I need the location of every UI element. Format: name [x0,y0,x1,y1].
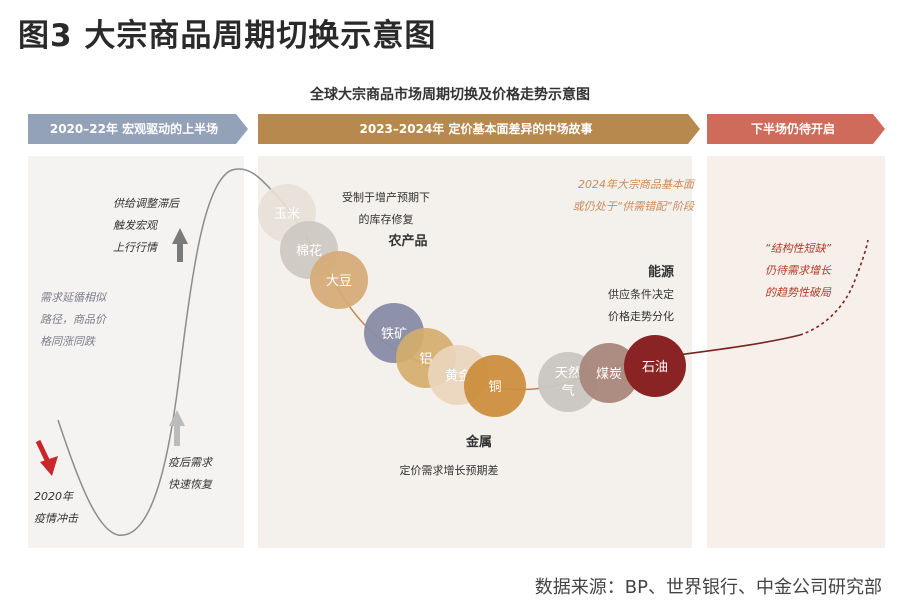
up-arrow-light-icon [169,410,185,446]
cycle-curve-macro [57,168,277,536]
source-note: 数据来源：BP、世界银行、中金公司研究部 [534,577,882,598]
phase-panel-right [707,156,885,548]
figure-title: 全球大宗商品市场周期切换及价格走势示意图 [310,87,590,103]
commodity-coal: 煤炭 [579,343,639,403]
commodity-oil: 石油 [624,335,686,397]
commodity-soybean: 大豆 [310,251,368,309]
commodity-iron-ore-label: 铁矿 [381,327,407,342]
note-energy: 能源 供应条件决定 价格走势分化 [608,265,674,323]
commodity-soybean-label: 大豆 [326,274,352,289]
commodity-corn-label: 玉米 [274,207,300,222]
phase-arrow-3 [707,114,885,144]
note-supply: 供给调整滞后 触发宏观 上行行情 [113,197,179,254]
phase-arrow-1 [28,114,248,144]
note-recovery: 疫后需求 快速恢复 [168,456,212,491]
commodity-natural-gas-label-a: 天然 [555,365,581,381]
note-mismatch: 2024年大宗商品基本面 或仍处于“供需错配”阶段 [572,178,694,213]
commodity-coal-label: 煤炭 [596,367,622,382]
commodity-gold-label: 黄金 [445,368,471,384]
phase-label-2: 2023–2024年 定价基本面差异的中场故事 [359,122,593,136]
commodity-oil-label: 石油 [642,360,668,375]
commodity-aluminum-label: 铝 [419,352,432,367]
up-arrow-dark-icon [172,228,188,262]
note-demand-path: 需求延循相似 路径，商品价 格同涨同跌 [40,291,106,348]
commodity-copper: 铜 [464,355,526,417]
commodity-cotton-label: 棉花 [296,243,322,259]
page-title: 图3 大宗商品周期切换示意图 [18,18,437,54]
note-metals: 金属 定价需求增长预期差 [399,435,499,477]
cycle-curve-future [799,239,869,336]
note-structural-shortage: “结构性短缺” 仍待需求增长 的趋势性破局 [764,242,832,299]
phase-label-1: 2020–22年 宏观驱动的上半场 [49,122,219,136]
down-arrow-icon [35,439,58,476]
note-covid: 2020年 疫情冲击 [34,490,78,525]
commodity-natural-gas-label-b: 气 [561,383,574,399]
phase-arrow-2 [258,114,700,144]
phase-label-3: 下半场仍待开启 [750,122,835,136]
phase-panel-left [28,156,244,548]
commodity-copper-label: 铜 [488,380,501,395]
note-agriculture: 受制于增产预期下 的库存修复 农产品 [342,191,430,249]
